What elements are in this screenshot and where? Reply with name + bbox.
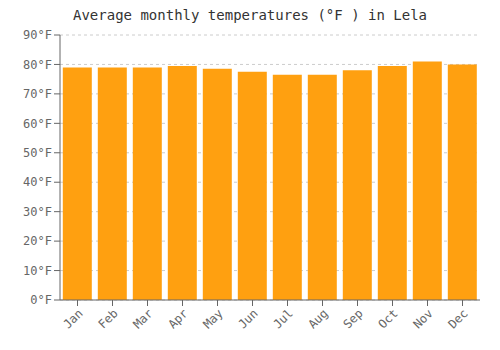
svg-text:20°F: 20°F — [23, 234, 52, 248]
svg-text:Mar: Mar — [130, 306, 155, 331]
svg-text:May: May — [200, 306, 225, 331]
svg-text:Jul: Jul — [270, 306, 295, 331]
svg-text:0°F: 0°F — [30, 293, 52, 307]
html-text:Average monthly temperatures (: Average monthly temperatures (°F ) in Le… — [73, 7, 427, 23]
svg-text:60°F: 60°F — [23, 117, 52, 131]
svg-text:10°F: 10°F — [23, 264, 52, 278]
svg-text:50°F: 50°F — [23, 146, 52, 160]
svg-text:Dec: Dec — [445, 306, 470, 331]
svg-text:30°F: 30°F — [23, 205, 52, 219]
svg-text:80°F: 80°F — [23, 58, 52, 72]
svg-text:Feb: Feb — [95, 306, 120, 331]
svg-text:Jun: Jun — [235, 306, 260, 331]
svg-text:40°F: 40°F — [23, 175, 52, 189]
svg-text:Aug: Aug — [305, 306, 330, 331]
svg-text:Nov: Nov — [410, 306, 435, 331]
svg-text:70°F: 70°F — [23, 87, 52, 101]
svg-text:Jan: Jan — [60, 306, 85, 331]
svg-text:90°F: 90°F — [23, 30, 52, 42]
svg-text:Apr: Apr — [165, 306, 190, 331]
svg-text:Oct: Oct — [375, 306, 400, 331]
svg-text:Sep: Sep — [340, 306, 365, 331]
